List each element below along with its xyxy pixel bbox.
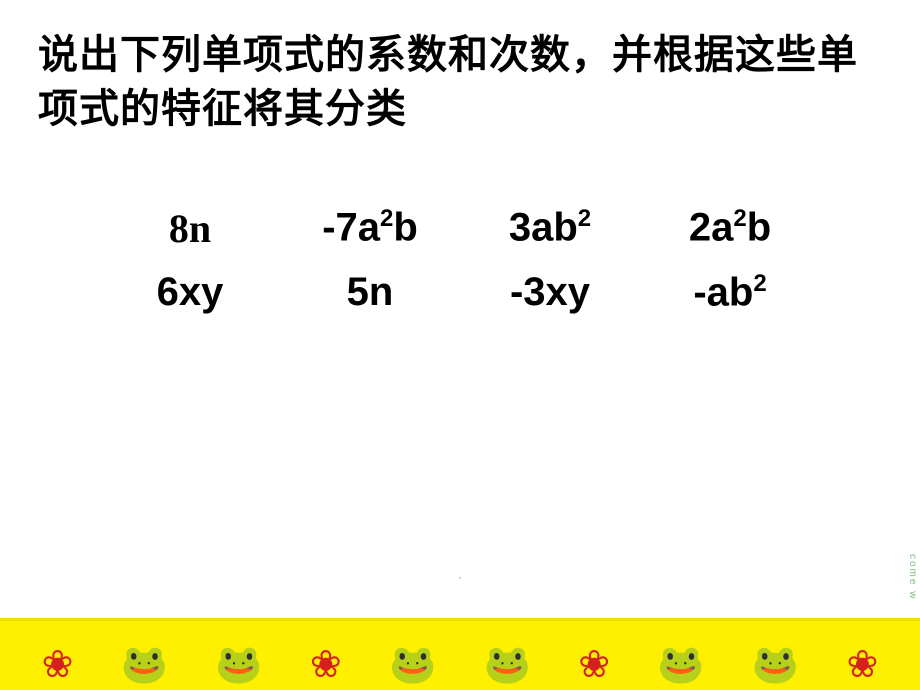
flower-icon: ❀: [42, 646, 74, 684]
frog-icon: 🐸: [389, 646, 436, 684]
term-sup: 2: [733, 205, 746, 232]
term-part: -ab: [693, 270, 753, 314]
term-part: b: [393, 205, 417, 249]
term-part: -7a: [322, 205, 380, 249]
side-watermark: come w: [907, 554, 918, 600]
frog-icon: 🐸: [121, 646, 168, 684]
instruction-text: 说出下列单项式的系数和次数，并根据这些单项式的特征将其分类: [38, 28, 880, 136]
term-2a2b: 2a2b: [640, 205, 820, 252]
frog-icon: 🐸: [484, 646, 531, 684]
frog-icon: 🐸: [215, 646, 262, 684]
footer-icons: ❀ 🐸 🐸 ❀ 🐸 🐸 ❀ 🐸 🐸 ❀: [0, 614, 920, 684]
frog-icon: 🐸: [657, 646, 704, 684]
terms-area: 8n -7a2b 3ab2 2a2b 6xy 5n -3xy -ab2: [0, 205, 920, 333]
term-8n: 8n: [100, 205, 280, 252]
center-dot: ·: [458, 570, 462, 584]
flower-icon: ❀: [310, 646, 342, 684]
term-part: b: [747, 205, 771, 249]
term-6xy: 6xy: [100, 270, 280, 315]
term-sup: 2: [578, 205, 591, 232]
term-neg7a2b: -7a2b: [280, 205, 460, 252]
frog-icon: 🐸: [752, 646, 799, 684]
term-part: 2a: [689, 205, 734, 249]
term-sup: 2: [753, 270, 766, 297]
terms-row-1: 8n -7a2b 3ab2 2a2b: [0, 205, 920, 252]
term-neg3xy: -3xy: [460, 270, 640, 315]
footer: ❀ 🐸 🐸 ❀ 🐸 🐸 ❀ 🐸 🐸 ❀: [0, 608, 920, 690]
term-3ab2: 3ab2: [460, 205, 640, 252]
term-5n: 5n: [280, 270, 460, 315]
flower-icon: ❀: [578, 646, 610, 684]
term-sup: 2: [380, 205, 393, 232]
flower-icon: ❀: [847, 646, 879, 684]
term-negab2: -ab2: [640, 270, 820, 315]
terms-row-2: 6xy 5n -3xy -ab2: [0, 270, 920, 315]
term-part: 3ab: [509, 205, 578, 249]
